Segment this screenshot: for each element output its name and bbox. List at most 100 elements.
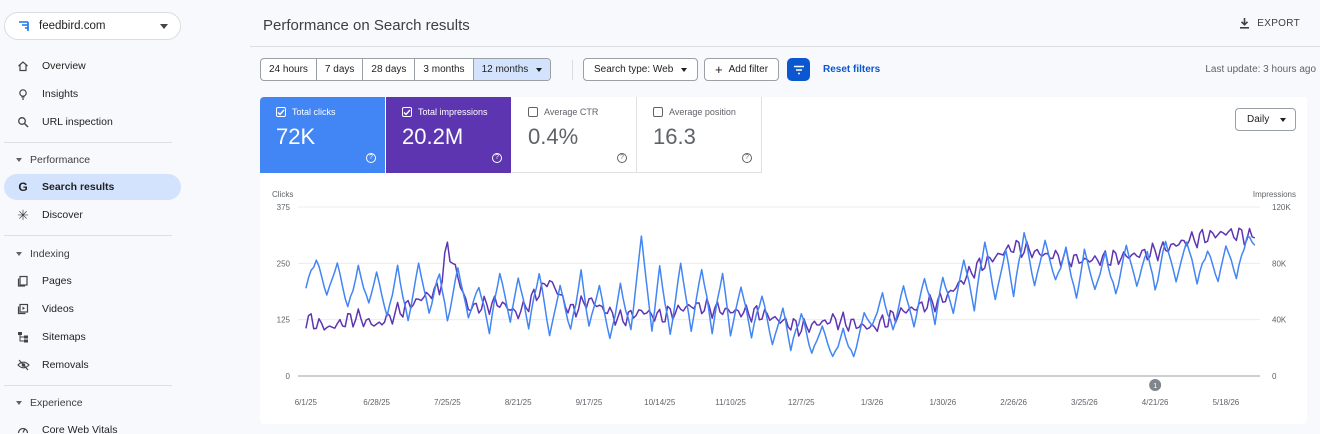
sidebar-divider (4, 385, 172, 386)
sidebar-item-overview[interactable]: Overview (4, 53, 181, 79)
header-divider (250, 46, 1320, 47)
speedometer-icon (16, 423, 30, 434)
metric-label: Average CTR (544, 107, 599, 117)
sidebar-section-performance[interactable]: Performance (4, 149, 181, 171)
x-tick-label: 4/21/26 (1142, 398, 1169, 407)
export-label: EXPORT (1257, 17, 1300, 29)
x-tick-label: 6/1/25 (295, 398, 318, 407)
checkbox-checked-icon[interactable] (402, 107, 412, 117)
search-type-label: Search type: Web (594, 64, 674, 75)
chevron-down-icon (681, 67, 688, 72)
sidebar-item-search-results[interactable]: G Search results (4, 174, 181, 200)
x-tick-label: 6/28/25 (363, 398, 390, 407)
left-axis-title: Clicks (272, 190, 293, 199)
annotation-label: 1 (1153, 381, 1157, 390)
range-12-months[interactable]: 12 months (473, 59, 551, 80)
property-name: feedbird.com (39, 20, 106, 32)
range-7-days[interactable]: 7 days (317, 59, 364, 80)
metric-value: 20.2M (402, 124, 464, 149)
sidebar-item-label: Overview (42, 60, 86, 72)
sidebar-item-discover[interactable]: ✳ Discover (4, 202, 181, 228)
last-update-text: Last update: 3 hours ago (1205, 64, 1316, 75)
page-title: Performance on Search results (263, 17, 470, 34)
add-filter-button[interactable]: + Add filter (704, 58, 780, 81)
metric-value: 0.4% (528, 124, 579, 149)
checkbox-unchecked-icon[interactable] (653, 107, 663, 117)
date-range-selector: 24 hours 7 days 28 days 3 months 12 mont… (260, 58, 552, 81)
property-selector[interactable]: feedbird.com (4, 12, 181, 40)
performance-chart: Clicks Impressions 0 125 250 375 0 40K 80K 120K 6/… (272, 190, 1296, 407)
sidebar-item-pages[interactable]: Pages (4, 268, 181, 294)
property-logo-icon (17, 19, 31, 33)
sidebar-item-videos[interactable]: Videos (4, 296, 181, 322)
left-tick-label: 125 (277, 316, 291, 325)
x-tick-label: 5/18/26 (1213, 398, 1240, 407)
collapse-triangle-icon (16, 158, 22, 162)
x-tick-label: 1/30/26 (929, 398, 956, 407)
chevron-down-icon (160, 24, 168, 29)
download-icon (1240, 18, 1250, 29)
collapse-triangle-icon (16, 401, 22, 405)
collapse-triangle-icon (16, 252, 22, 256)
metric-average-ctr[interactable]: Average CTR 0.4% ? (512, 97, 637, 173)
x-tick-label: 7/25/25 (434, 398, 461, 407)
sidebar-item-label: URL inspection (42, 116, 113, 128)
video-icon (16, 302, 30, 316)
granularity-dropdown[interactable]: Daily (1235, 108, 1296, 131)
sidebar-section-label: Indexing (30, 248, 70, 260)
help-icon[interactable]: ? (617, 153, 627, 163)
right-tick-label: 80K (1272, 259, 1287, 268)
right-tick-label: 40K (1272, 316, 1287, 325)
sidebar-section-label: Performance (30, 154, 91, 166)
sidebar-item-label: Insights (42, 88, 79, 100)
right-tick-label: 0 (1272, 372, 1277, 381)
metric-total-clicks[interactable]: Total clicks 72K ? (260, 97, 385, 173)
range-3-months[interactable]: 3 months (415, 59, 474, 80)
metric-total-impressions[interactable]: Total impressions 20.2M ? (386, 97, 511, 173)
x-tick-label: 8/21/25 (505, 398, 532, 407)
sitemap-icon (16, 330, 30, 344)
sidebar-item-core-web-vitals[interactable]: Core Web Vitals (4, 417, 181, 434)
range-28-days[interactable]: 28 days (363, 59, 416, 80)
sidebar-item-url-inspection[interactable]: URL inspection (4, 109, 181, 135)
clicks-series-line (305, 231, 1256, 358)
range-24-hours[interactable]: 24 hours (261, 59, 317, 80)
sidebar-section-label: Experience (30, 397, 83, 409)
x-tick-label: 1/3/26 (861, 398, 884, 407)
x-tick-label: 10/14/25 (644, 398, 676, 407)
metric-label: Total impressions (418, 107, 488, 117)
x-tick-label: 9/17/25 (576, 398, 603, 407)
granularity-label: Daily (1247, 114, 1270, 125)
filter-list-icon (793, 65, 804, 74)
left-tick-label: 375 (277, 203, 291, 212)
sidebar-section-experience[interactable]: Experience (4, 392, 181, 414)
export-button[interactable]: EXPORT (1239, 17, 1300, 29)
sidebar-item-sitemaps[interactable]: Sitemaps (4, 324, 181, 350)
metric-average-position[interactable]: Average position 16.3 ? (637, 97, 762, 173)
reset-filters-link[interactable]: Reset filters (823, 64, 881, 75)
home-icon (16, 59, 30, 73)
sidebar-item-removals[interactable]: Removals (4, 352, 181, 378)
filter-toggle-button[interactable] (787, 58, 810, 81)
sidebar-item-insights[interactable]: Insights (4, 81, 181, 107)
x-tick-label: 3/25/26 (1071, 398, 1098, 407)
metric-label: Average position (669, 107, 736, 117)
sidebar-section-indexing[interactable]: Indexing (4, 243, 181, 265)
checkbox-checked-icon[interactable] (276, 107, 286, 117)
sidebar-item-label: Removals (42, 359, 89, 371)
annotation-marker (1149, 379, 1162, 391)
help-icon[interactable]: ? (742, 153, 752, 163)
checkbox-unchecked-icon[interactable] (528, 107, 538, 117)
sidebar-item-label: Core Web Vitals (42, 424, 118, 434)
metric-value: 16.3 (653, 124, 696, 149)
sidebar-item-label: Videos (42, 303, 74, 315)
range-12-months-label: 12 months (481, 64, 529, 75)
help-icon[interactable]: ? (366, 153, 376, 163)
chevron-down-icon (1280, 118, 1286, 122)
chevron-down-icon (536, 67, 543, 72)
search-type-dropdown[interactable]: Search type: Web (583, 58, 699, 81)
metric-label: Total clicks (292, 107, 336, 117)
help-icon[interactable]: ? (492, 153, 502, 163)
sidebar-divider (4, 235, 172, 236)
metric-value: 72K (276, 124, 316, 149)
